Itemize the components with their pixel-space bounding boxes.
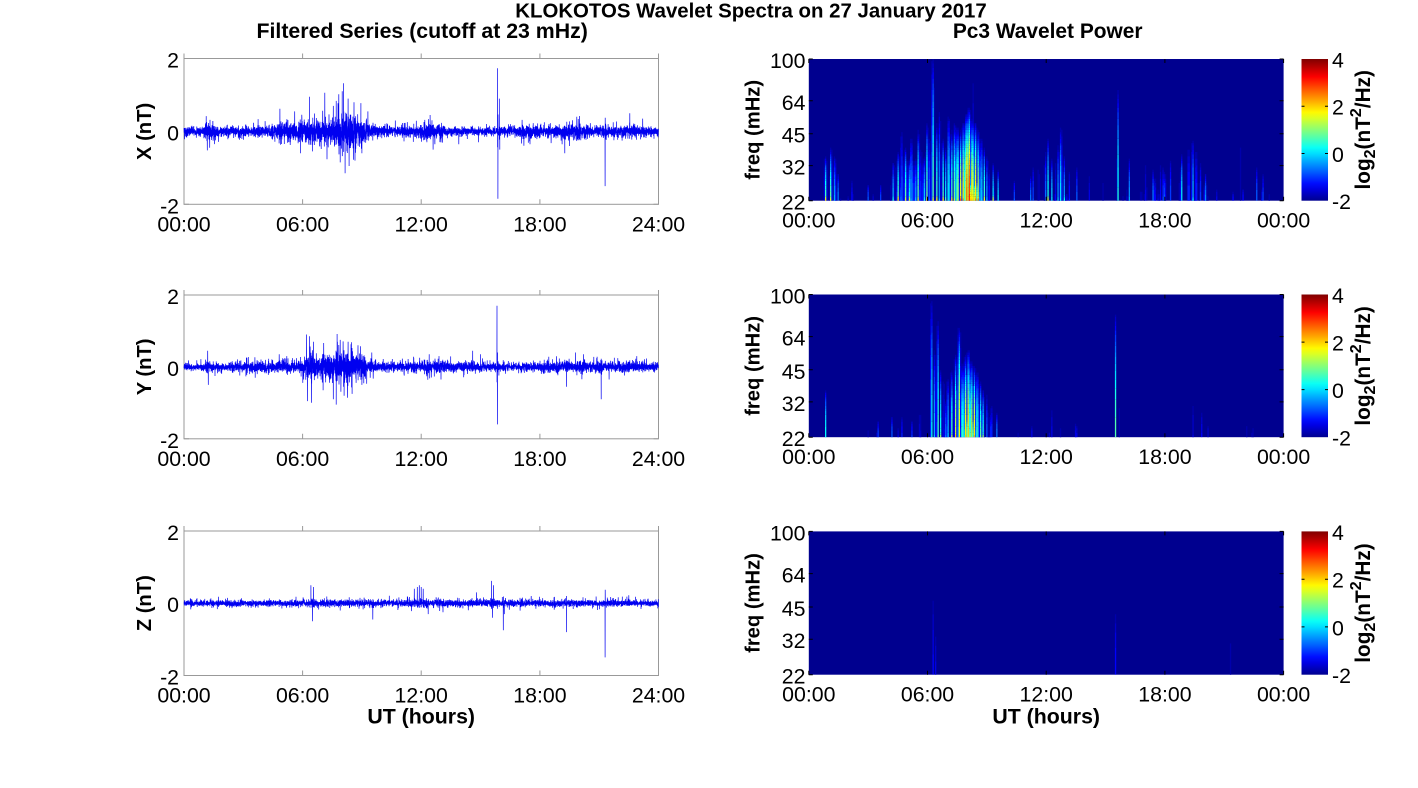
svg-text:24:00: 24:00 [632,212,685,236]
svg-text:-2: -2 [160,429,179,453]
svg-text:UT (hours): UT (hours) [992,704,1100,728]
svg-text:12:00: 12:00 [1020,445,1073,469]
svg-text:freq (mHz): freq (mHz) [743,316,765,416]
svg-text:-2: -2 [160,666,179,690]
svg-text:0: 0 [167,593,179,617]
svg-text:12:00: 12:00 [1020,209,1073,233]
svg-text:00:00: 00:00 [1257,445,1310,469]
svg-text:06:00: 06:00 [901,445,954,469]
svg-text:12:00: 12:00 [395,212,448,236]
svg-text:100: 100 [770,521,806,545]
svg-text:18:00: 18:00 [513,684,566,708]
svg-text:2: 2 [1332,332,1344,356]
svg-text:freq (mHz): freq (mHz) [743,80,765,180]
svg-text:12:00: 12:00 [395,684,448,708]
svg-text:2: 2 [1332,96,1344,120]
svg-text:UT (hours): UT (hours) [367,704,475,728]
svg-text:06:00: 06:00 [276,447,329,471]
svg-text:0: 0 [167,357,179,381]
svg-text:log2(nT2/Hz): log2(nT2/Hz) [1348,70,1379,189]
svg-text:log2(nT2/Hz): log2(nT2/Hz) [1348,543,1379,662]
svg-text:18:00: 18:00 [513,212,566,236]
svg-text:0: 0 [1332,143,1344,167]
svg-text:45: 45 [782,360,806,384]
svg-text:Y (nT): Y (nT) [134,338,156,395]
svg-text:-2: -2 [160,194,179,218]
svg-text:06:00: 06:00 [276,212,329,236]
svg-text:18:00: 18:00 [1138,209,1191,233]
svg-text:log2(nT2/Hz): log2(nT2/Hz) [1348,306,1379,425]
svg-text:06:00: 06:00 [901,683,954,707]
svg-text:2: 2 [1332,569,1344,593]
svg-text:45: 45 [782,124,806,148]
svg-text:00:00: 00:00 [1257,209,1310,233]
svg-text:X (nT): X (nT) [134,103,156,160]
svg-text:32: 32 [782,392,806,416]
svg-text:2: 2 [167,285,179,309]
svg-text:00:00: 00:00 [1257,683,1310,707]
svg-text:18:00: 18:00 [1138,683,1191,707]
svg-text:4: 4 [1332,284,1344,308]
svg-text:100: 100 [770,49,806,73]
svg-text:00:00: 00:00 [157,212,210,236]
svg-text:4: 4 [1332,521,1344,545]
svg-text:22: 22 [782,427,806,451]
svg-text:12:00: 12:00 [395,447,448,471]
svg-text:100: 100 [770,285,806,309]
svg-text:06:00: 06:00 [901,209,954,233]
svg-text:18:00: 18:00 [513,447,566,471]
svg-text:06:00: 06:00 [276,684,329,708]
svg-text:22: 22 [782,191,806,215]
svg-text:2: 2 [167,521,179,545]
svg-text:64: 64 [782,564,806,588]
svg-text:32: 32 [782,629,806,653]
svg-text:22: 22 [782,665,806,689]
svg-text:-2: -2 [1332,427,1351,451]
svg-text:24:00: 24:00 [632,684,685,708]
svg-text:00:00: 00:00 [782,209,835,233]
svg-text:00:00: 00:00 [782,445,835,469]
svg-text:Filtered Series (cutoff at 23: Filtered Series (cutoff at 23 mHz) [257,19,588,43]
svg-text:freq (mHz): freq (mHz) [743,553,765,653]
svg-text:Z (nT): Z (nT) [134,575,156,631]
svg-text:KLOKOTOS Wavelet Spectra on 27: KLOKOTOS Wavelet Spectra on 27 January 2… [515,1,986,23]
svg-text:24:00: 24:00 [632,447,685,471]
svg-text:Pc3 Wavelet Power: Pc3 Wavelet Power [953,20,1143,43]
svg-text:45: 45 [782,597,806,621]
svg-text:-2: -2 [1332,190,1351,214]
svg-text:64: 64 [782,327,806,351]
svg-text:00:00: 00:00 [157,447,210,471]
svg-text:-2: -2 [1332,664,1351,688]
svg-text:0: 0 [1332,379,1344,403]
svg-text:0: 0 [1332,616,1344,640]
svg-text:32: 32 [782,156,806,180]
svg-text:64: 64 [782,91,806,115]
svg-text:18:00: 18:00 [1138,445,1191,469]
svg-text:2: 2 [167,49,179,73]
svg-text:4: 4 [1332,49,1344,73]
svg-text:00:00: 00:00 [782,683,835,707]
svg-text:12:00: 12:00 [1020,683,1073,707]
svg-text:00:00: 00:00 [157,684,210,708]
svg-text:0: 0 [167,121,179,145]
